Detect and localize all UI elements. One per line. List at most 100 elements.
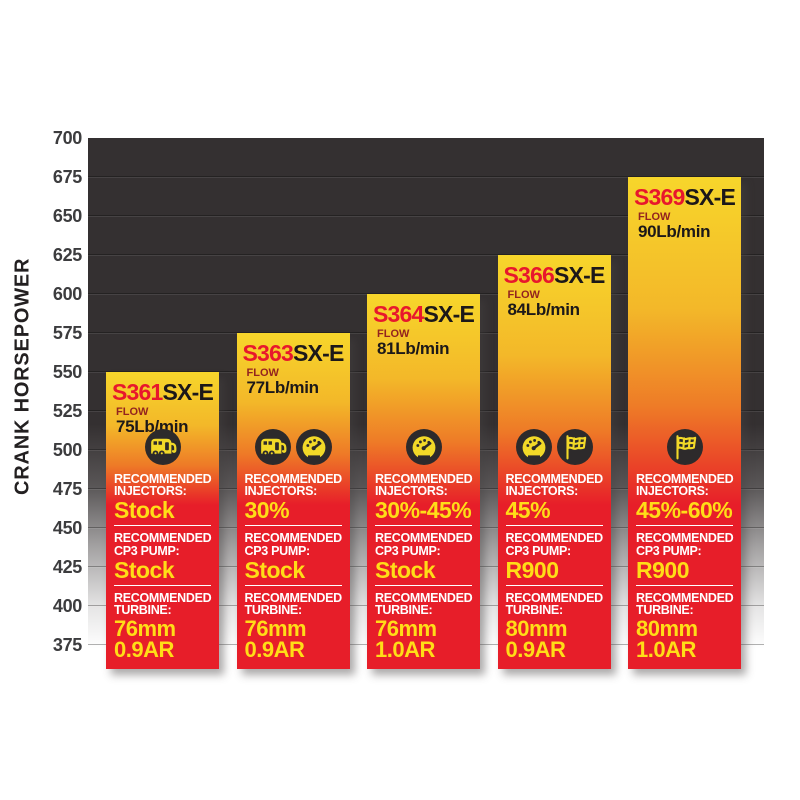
flow-label: FLOW	[638, 211, 671, 223]
y-tick-label: 425	[52, 557, 82, 577]
bar-model: S366SX-E	[498, 264, 611, 287]
flow-label: FLOW	[507, 289, 540, 301]
turbine-value: 80mm 1.0AR	[636, 618, 733, 661]
y-tick-label: 675	[52, 167, 82, 187]
divider	[375, 584, 472, 586]
flow-value: 81Lb/min	[377, 339, 450, 358]
model-number: S363	[242, 340, 294, 366]
turbine-label: RECOMMENDED TURBINE:	[636, 590, 734, 617]
y-tick-label: 450	[52, 518, 82, 538]
y-tick-label: 625	[52, 245, 82, 265]
bar-specs: RECOMMENDED INJECTORS: Stock RECOMMENDED…	[106, 429, 219, 669]
injectors-label: RECOMMENDED INJECTORS:	[375, 472, 473, 499]
turbine-label: RECOMMENDED TURBINE:	[505, 590, 604, 617]
gridline	[88, 215, 764, 217]
y-tick-label: 475	[52, 479, 82, 499]
injectors-label: RECOMMENDED INJECTORS:	[244, 472, 343, 499]
divider	[375, 525, 472, 527]
injectors-value: Stock	[114, 497, 175, 524]
cp3-pump-value: Stock	[375, 556, 436, 583]
injectors-label: RECOMMENDED INJECTORS:	[505, 472, 604, 499]
y-tick-label: 575	[52, 323, 82, 343]
model-number: S366	[503, 262, 555, 288]
injectors-label: RECOMMENDED INJECTORS:	[636, 472, 734, 499]
flow-value: 77Lb/min	[246, 378, 320, 397]
injectors-value: 30%	[244, 497, 290, 524]
y-tick-label: 700	[52, 128, 82, 148]
turbine-value: 80mm 0.9AR	[506, 618, 603, 661]
turbine-value: 76mm 0.9AR	[114, 618, 211, 661]
turbine-label: RECOMMENDED TURBINE:	[244, 590, 343, 617]
turbine-ar: 0.9AR	[114, 637, 174, 663]
bar-model: S364SX-E	[367, 303, 480, 326]
turbine-value: 76mm 1.0AR	[375, 618, 472, 661]
divider	[114, 584, 211, 586]
model-series: SX-E	[554, 262, 605, 288]
flag-icon	[556, 429, 593, 466]
cp3-pump-label: RECOMMENDED CP3 PUMP:	[244, 531, 343, 558]
model-number: S364	[373, 301, 424, 327]
bar-specs: RECOMMENDED INJECTORS: 30%-45% RECOMMEND…	[367, 429, 480, 669]
bar-s366sx-e: S366SX-E FLOW 84Lb/min RECOMMENDED INJEC…	[497, 255, 611, 669]
turbine-mm: 80mm	[636, 615, 698, 641]
icons-row	[636, 429, 733, 466]
y-tick-label: 400	[52, 596, 82, 616]
divider	[636, 584, 733, 586]
model-series: SX-E	[293, 340, 344, 366]
injectors-label: RECOMMENDED INJECTORS:	[114, 472, 212, 499]
camper-icon	[254, 429, 291, 466]
injectors-value: 30%-45%	[375, 497, 472, 524]
bar-model: S363SX-E	[237, 342, 350, 365]
bar-s364sx-e: S364SX-E FLOW 81Lb/min RECOMMENDED INJEC…	[367, 294, 480, 669]
flow-block: FLOW 81Lb/min	[367, 329, 480, 359]
cp3-pump-value: R900	[505, 556, 559, 583]
bar-s369sx-e: S369SX-E FLOW 90Lb/min RECOMMENDED INJEC…	[628, 177, 741, 669]
gauge-icon	[405, 429, 442, 466]
divider	[636, 525, 733, 527]
cp3-pump-value: R900	[636, 556, 689, 583]
divider	[244, 584, 342, 586]
divider	[244, 525, 342, 527]
y-tick-label: 375	[52, 635, 82, 655]
cp3-pump-value: Stock	[244, 556, 306, 583]
icons-row	[506, 429, 603, 466]
turbine-mm: 76mm	[114, 615, 176, 641]
flow-label: FLOW	[377, 328, 410, 340]
cp3-pump-label: RECOMMENDED CP3 PUMP:	[636, 531, 734, 558]
bar-specs: RECOMMENDED INJECTORS: 45%-60% RECOMMEND…	[628, 429, 741, 669]
turbine-label: RECOMMENDED TURBINE:	[375, 590, 473, 617]
y-tick-label: 525	[52, 401, 82, 421]
flow-block: FLOW 77Lb/min	[237, 368, 350, 398]
model-series: SX-E	[684, 184, 736, 210]
model-series: SX-E	[423, 301, 475, 327]
flow-value: 84Lb/min	[507, 300, 581, 319]
gridline	[88, 176, 764, 178]
flow-block: FLOW 84Lb/min	[498, 290, 611, 320]
gauge-icon	[295, 429, 332, 466]
bar-specs: RECOMMENDED INJECTORS: 45% RECOMMENDED C…	[498, 429, 611, 669]
bar-s363sx-e: S363SX-E FLOW 77Lb/min RECOMMENDED INJEC…	[236, 333, 350, 669]
turbine-ar: 0.9AR	[244, 637, 305, 663]
model-number: S361	[112, 379, 163, 405]
bar-specs: RECOMMENDED INJECTORS: 30% RECOMMENDED C…	[237, 429, 350, 669]
cp3-pump-label: RECOMMENDED CP3 PUMP:	[114, 531, 212, 558]
turbine-label: RECOMMENDED TURBINE:	[114, 590, 212, 617]
divider	[114, 525, 211, 527]
y-tick-label: 550	[52, 362, 82, 382]
bar-model: S361SX-E	[106, 381, 219, 404]
bar-s361sx-e: S361SX-E FLOW 75Lb/min RECOMMENDED INJEC…	[106, 372, 219, 669]
bar-model: S369SX-E	[628, 186, 741, 209]
y-tick-label: 600	[52, 284, 82, 304]
model-series: SX-E	[162, 379, 214, 405]
turbine-ar: 1.0AR	[636, 637, 696, 663]
turbine-value: 76mm 0.9AR	[245, 618, 342, 661]
turbine-ar: 0.9AR	[505, 637, 566, 663]
turbine-ar: 1.0AR	[375, 637, 435, 663]
flow-label: FLOW	[246, 367, 279, 379]
injectors-value: 45%	[505, 497, 551, 524]
y-tick-label: 500	[52, 440, 82, 460]
cp3-pump-label: RECOMMENDED CP3 PUMP:	[375, 531, 473, 558]
icons-row	[114, 429, 211, 466]
cp3-pump-label: RECOMMENDED CP3 PUMP:	[505, 531, 604, 558]
